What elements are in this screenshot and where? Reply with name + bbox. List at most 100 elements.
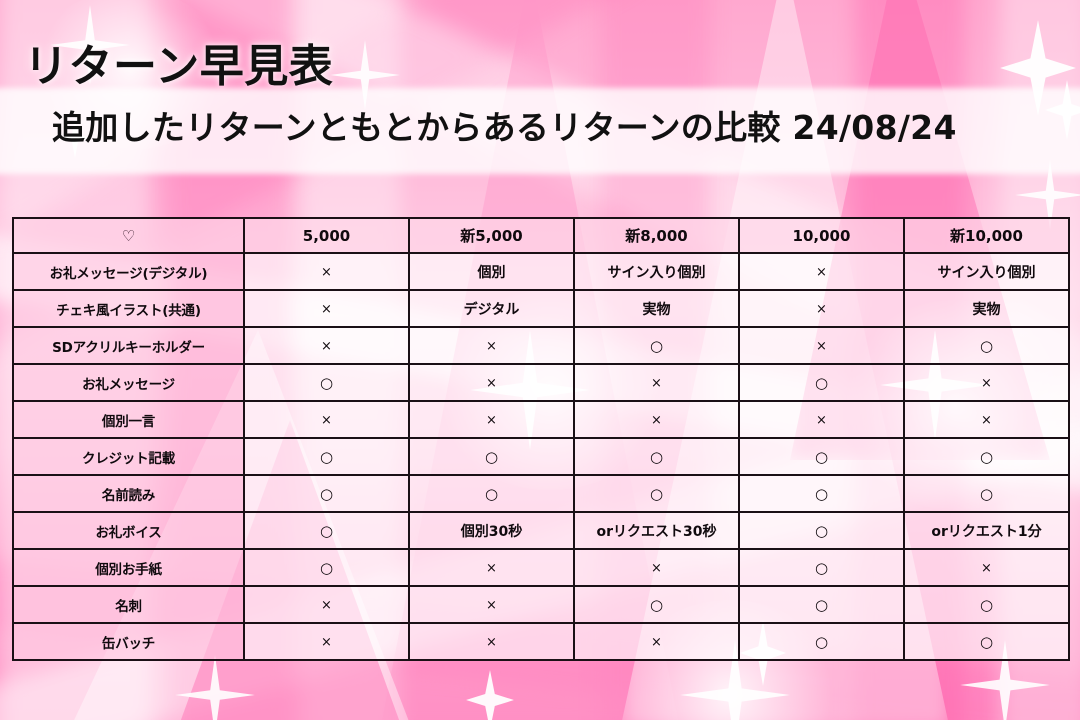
table-cell-n5000-cross-icon: × — [408, 400, 575, 439]
return-comparison-table-wrapper: ♡ 5,000 新5,000 新8,000 10,000 新10,000 お礼メッセージ(… — [12, 217, 1070, 661]
table-cell-p10000-cross-icon: × — [738, 289, 905, 328]
table-cell-n5000-cross-icon: × — [408, 585, 575, 624]
table-cell-n10000-circle-icon: ○ — [903, 437, 1070, 476]
table-cell-p10000-circle-icon: ○ — [738, 548, 905, 587]
cross-icon: × — [651, 375, 662, 391]
circle-icon: ○ — [319, 558, 334, 577]
table-cell-n10000-circle-icon: ○ — [903, 585, 1070, 624]
table-cell-n8000-circle-icon: ○ — [573, 585, 740, 624]
table-cell-n10000: サイン入り個別 — [903, 252, 1070, 291]
table-cell-p10000-circle-icon: ○ — [738, 474, 905, 513]
table-cell-n10000: orリクエスト1分 — [903, 511, 1070, 550]
table-row: チェキ風イラスト(共通) × デジタル 実物 × 実物 — [12, 289, 1070, 328]
cross-icon: × — [486, 412, 497, 428]
cross-icon: × — [321, 301, 332, 317]
cross-icon: × — [486, 634, 497, 650]
circle-icon: ○ — [979, 336, 994, 355]
table-cell-n5000: デジタル — [408, 289, 575, 328]
table-cell-p10000-circle-icon: ○ — [738, 585, 905, 624]
table-cell-n8000-cross-icon: × — [573, 363, 740, 402]
table-cell-n10000-circle-icon: ○ — [903, 474, 1070, 513]
table-cell-n8000: サイン入り個別 — [573, 252, 740, 291]
table-row-label: チェキ風イラスト(共通) — [12, 289, 245, 328]
table-body: お礼メッセージ(デジタル) × 個別 サイン入り個別 × サイン入り個別 チェキ風イラスト(… — [12, 252, 1070, 661]
table-row-label: お礼メッセージ — [12, 363, 245, 402]
circle-icon: ○ — [979, 484, 994, 503]
table-cell-p5000-cross-icon: × — [243, 289, 410, 328]
cross-icon: × — [486, 338, 497, 354]
cross-icon: × — [486, 375, 497, 391]
circle-icon: ○ — [814, 373, 829, 392]
table-row: 個別お手紙 ○ × × ○ × — [12, 548, 1070, 587]
table-row: 名刺 × × ○ ○ ○ — [12, 585, 1070, 624]
cross-icon: × — [816, 412, 827, 428]
table-cell-p5000-cross-icon: × — [243, 585, 410, 624]
cross-icon: × — [321, 412, 332, 428]
table-row-label: 名刺 — [12, 585, 245, 624]
cross-icon: × — [816, 264, 827, 280]
table-row-label: クレジット記載 — [12, 437, 245, 476]
circle-icon: ○ — [649, 484, 664, 503]
table-cell-p5000-cross-icon: × — [243, 400, 410, 439]
table-cell-p5000-circle-icon: ○ — [243, 511, 410, 550]
table-row-label: お礼メッセージ(デジタル) — [12, 252, 245, 291]
cross-icon: × — [486, 560, 497, 576]
table-row-label: SDアクリルキーホルダー — [12, 326, 245, 365]
circle-icon: ○ — [319, 373, 334, 392]
cross-icon: × — [651, 560, 662, 576]
page-subtitle: 追加したリターンともとからあるリターンの比較 24/08/24 — [52, 108, 957, 147]
circle-icon: ○ — [814, 632, 829, 651]
circle-icon: ○ — [319, 447, 334, 466]
circle-icon: ○ — [814, 484, 829, 503]
table-cell-n10000-cross-icon: × — [903, 363, 1070, 402]
table-row-label: 個別お手紙 — [12, 548, 245, 587]
table-header: ♡ 5,000 新5,000 新8,000 10,000 新10,000 — [12, 217, 1070, 254]
cross-icon: × — [816, 338, 827, 354]
table-cell-p5000-circle-icon: ○ — [243, 474, 410, 513]
table-cell-n5000-cross-icon: × — [408, 548, 575, 587]
table-row: お礼メッセージ(デジタル) × 個別 サイン入り個別 × サイン入り個別 — [12, 252, 1070, 291]
table-cell-p5000-circle-icon: ○ — [243, 363, 410, 402]
table-cell-n5000-circle-icon: ○ — [408, 437, 575, 476]
circle-icon: ○ — [649, 595, 664, 614]
table-cell-n5000-circle-icon: ○ — [408, 474, 575, 513]
cross-icon: × — [321, 338, 332, 354]
table-row: 個別一言 × × × × × — [12, 400, 1070, 439]
table-cell-n5000-cross-icon: × — [408, 363, 575, 402]
circle-icon: ○ — [319, 521, 334, 540]
cross-icon: × — [321, 597, 332, 613]
circle-icon: ○ — [979, 447, 994, 466]
table-cell-n8000-circle-icon: ○ — [573, 437, 740, 476]
title-backdrop — [0, 88, 1080, 174]
table-row: お礼ボイス ○ 個別30秒 orリクエスト30秒 ○ orリクエスト1分 — [12, 511, 1070, 550]
table-cell-p5000-cross-icon: × — [243, 252, 410, 291]
table-row-label: 個別一言 — [12, 400, 245, 439]
table-header-cell-n8000: 新8,000 — [573, 217, 740, 254]
circle-icon: ○ — [979, 632, 994, 651]
table-cell-p5000-cross-icon: × — [243, 622, 410, 661]
cross-icon: × — [816, 301, 827, 317]
heart-outline-icon: ♡ — [121, 226, 136, 245]
cross-icon: × — [981, 375, 992, 391]
table-cell-p5000-circle-icon: ○ — [243, 437, 410, 476]
table-cell-n5000-cross-icon: × — [408, 622, 575, 661]
table-cell-n8000-circle-icon: ○ — [573, 326, 740, 365]
table-cell-n8000-cross-icon: × — [573, 548, 740, 587]
return-comparison-table: ♡ 5,000 新5,000 新8,000 10,000 新10,000 お礼メッセージ(… — [12, 217, 1070, 661]
table-header-cell-p5000: 5,000 — [243, 217, 410, 254]
table-row: SDアクリルキーホルダー × × ○ × ○ — [12, 326, 1070, 365]
table-row: 缶バッチ × × × ○ ○ — [12, 622, 1070, 661]
table-cell-p5000-cross-icon: × — [243, 326, 410, 365]
table-cell-p10000-circle-icon: ○ — [738, 437, 905, 476]
cross-icon: × — [651, 634, 662, 650]
page-title: リターン早見表 — [24, 41, 334, 92]
table-cell-n10000: 実物 — [903, 289, 1070, 328]
table-cell-p10000-cross-icon: × — [738, 326, 905, 365]
table-cell-n5000-cross-icon: × — [408, 326, 575, 365]
table-cell-n8000-cross-icon: × — [573, 622, 740, 661]
table-cell-n8000-circle-icon: ○ — [573, 474, 740, 513]
table-cell-n10000-circle-icon: ○ — [903, 622, 1070, 661]
circle-icon: ○ — [484, 447, 499, 466]
table-header-cell-n10000: 新10,000 — [903, 217, 1070, 254]
